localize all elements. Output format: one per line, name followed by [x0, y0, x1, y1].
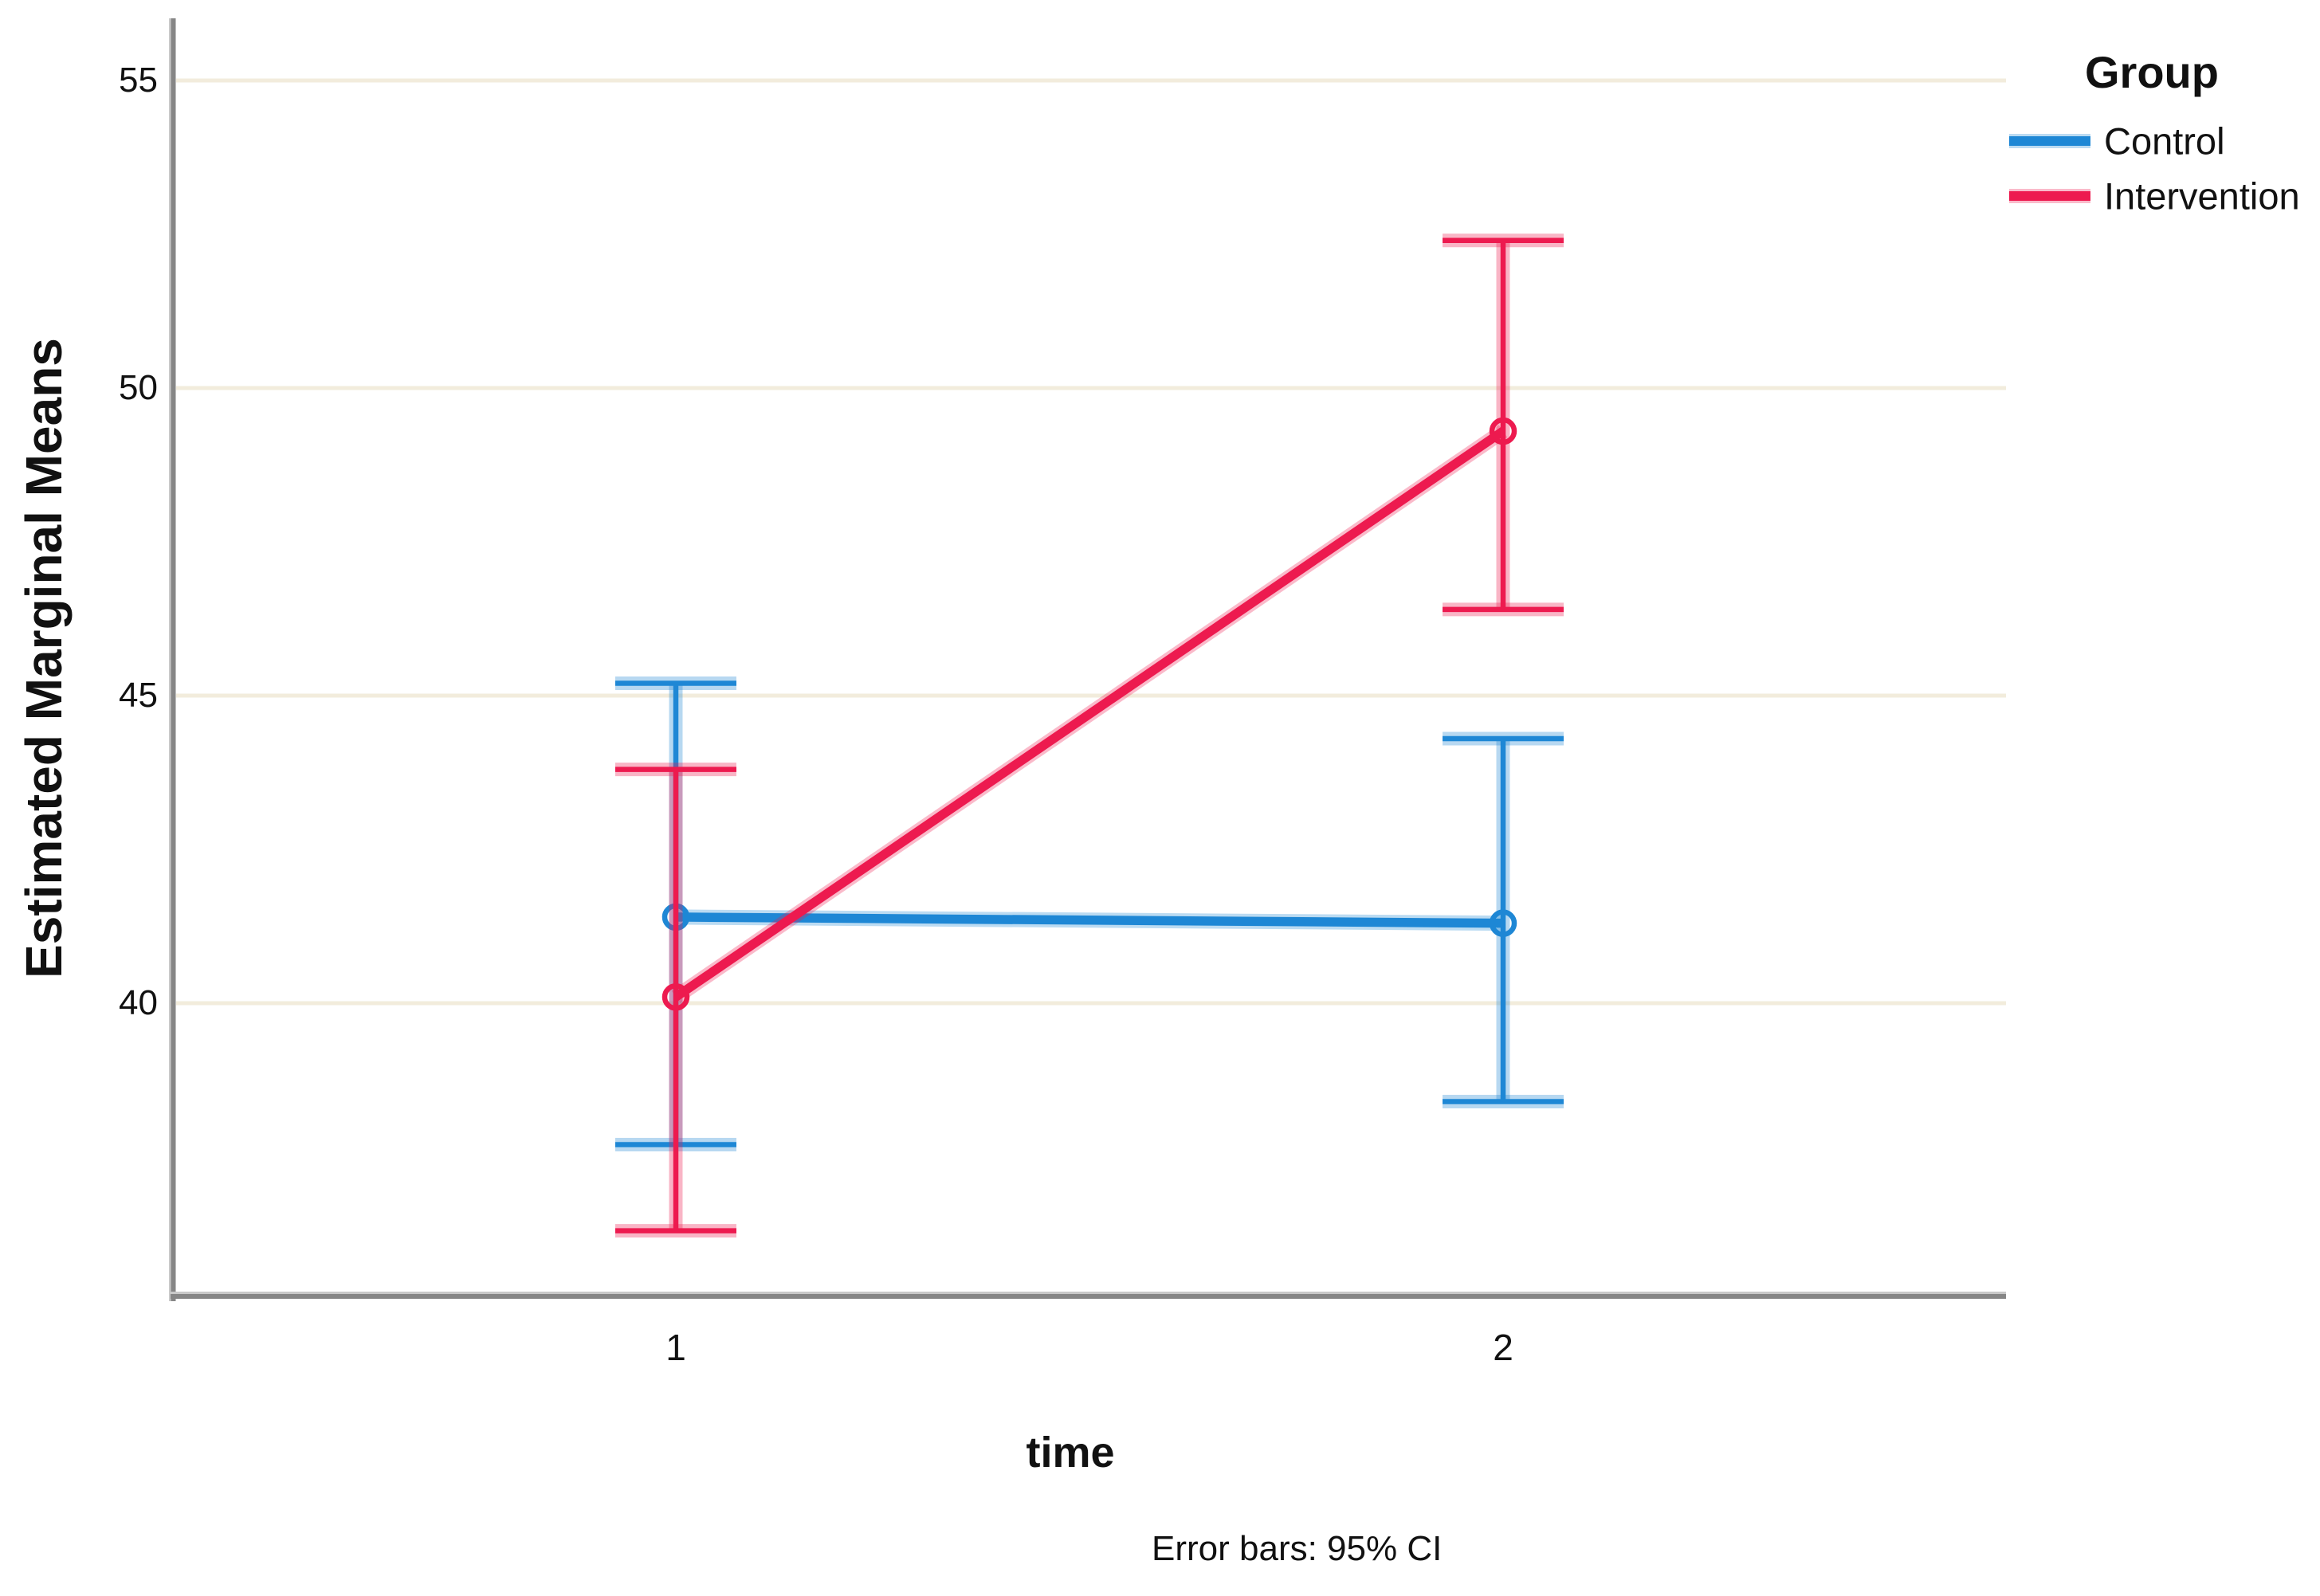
data-point-marker-intervention — [1489, 417, 1517, 445]
y-tick-label: 50 — [119, 368, 158, 407]
y-tick-label: 40 — [119, 983, 158, 1022]
legend-label-intervention: Intervention — [2104, 175, 2300, 218]
x-tick-label: 1 — [665, 1327, 686, 1368]
y-axis-title: Estimated Marginal Means — [15, 338, 73, 978]
data-point-marker-intervention — [661, 983, 690, 1011]
error-bar-footnote: Error bars: 95% CI — [1152, 1529, 1443, 1568]
x-tick-label: 2 — [1493, 1327, 1513, 1368]
legend-label-control: Control — [2104, 120, 2225, 163]
series-line-intervention — [673, 427, 1506, 1002]
x-axis-title: time — [1026, 1429, 1115, 1476]
y-tick-label: 55 — [119, 61, 158, 100]
y-tick-label: 45 — [119, 676, 158, 715]
data-point-marker-control — [1489, 909, 1517, 937]
legend-title: Group — [2085, 47, 2219, 97]
series-line-control — [675, 912, 1504, 928]
